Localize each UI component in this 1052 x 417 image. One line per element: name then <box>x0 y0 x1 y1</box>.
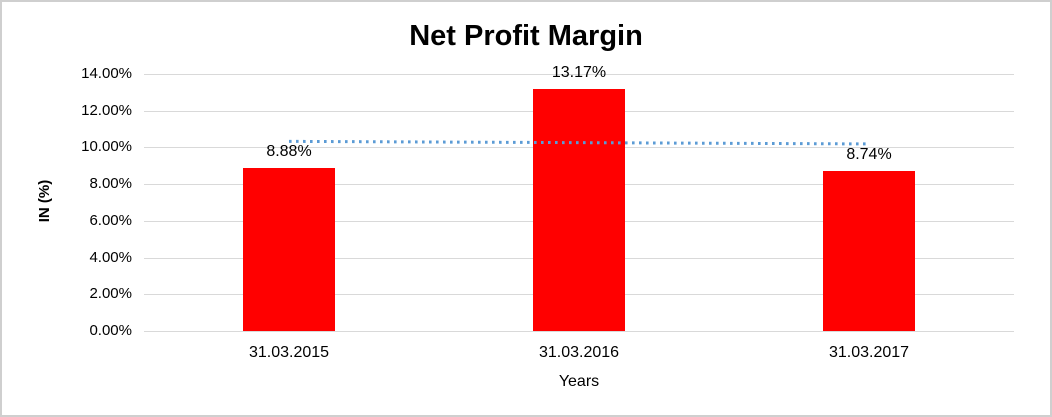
bar-31.03.2015 <box>243 168 335 331</box>
data-label-31.03.2017: 8.74% <box>846 146 892 163</box>
x-tick-label-31.03.2015: 31.03.2015 <box>248 344 330 361</box>
y-tick-label: 6.00% <box>89 212 132 229</box>
x-axis-title: Years <box>558 373 600 390</box>
y-tick-label: 8.00% <box>89 175 132 192</box>
gridline-0.00% <box>144 331 1014 332</box>
x-tick-label-31.03.2017: 31.03.2017 <box>828 344 910 361</box>
bar-31.03.2017 <box>823 171 915 331</box>
y-axis-title: IN (%) <box>36 179 53 223</box>
y-tick-label: 12.00% <box>81 102 132 119</box>
y-tick-label: 0.00% <box>89 322 132 339</box>
data-label-31.03.2016: 13.17% <box>551 64 607 81</box>
data-label-31.03.2015: 8.88% <box>266 143 312 160</box>
gridline-14.00% <box>144 74 1014 75</box>
bar-31.03.2016 <box>533 89 625 331</box>
y-tick-label: 2.00% <box>89 285 132 302</box>
x-tick-label-31.03.2016: 31.03.2016 <box>538 344 620 361</box>
y-tick-label: 4.00% <box>89 249 132 266</box>
y-tick-label: 10.00% <box>81 138 132 155</box>
y-tick-label: 14.00% <box>81 65 132 82</box>
chart-title: Net Profit Margin <box>409 20 643 52</box>
